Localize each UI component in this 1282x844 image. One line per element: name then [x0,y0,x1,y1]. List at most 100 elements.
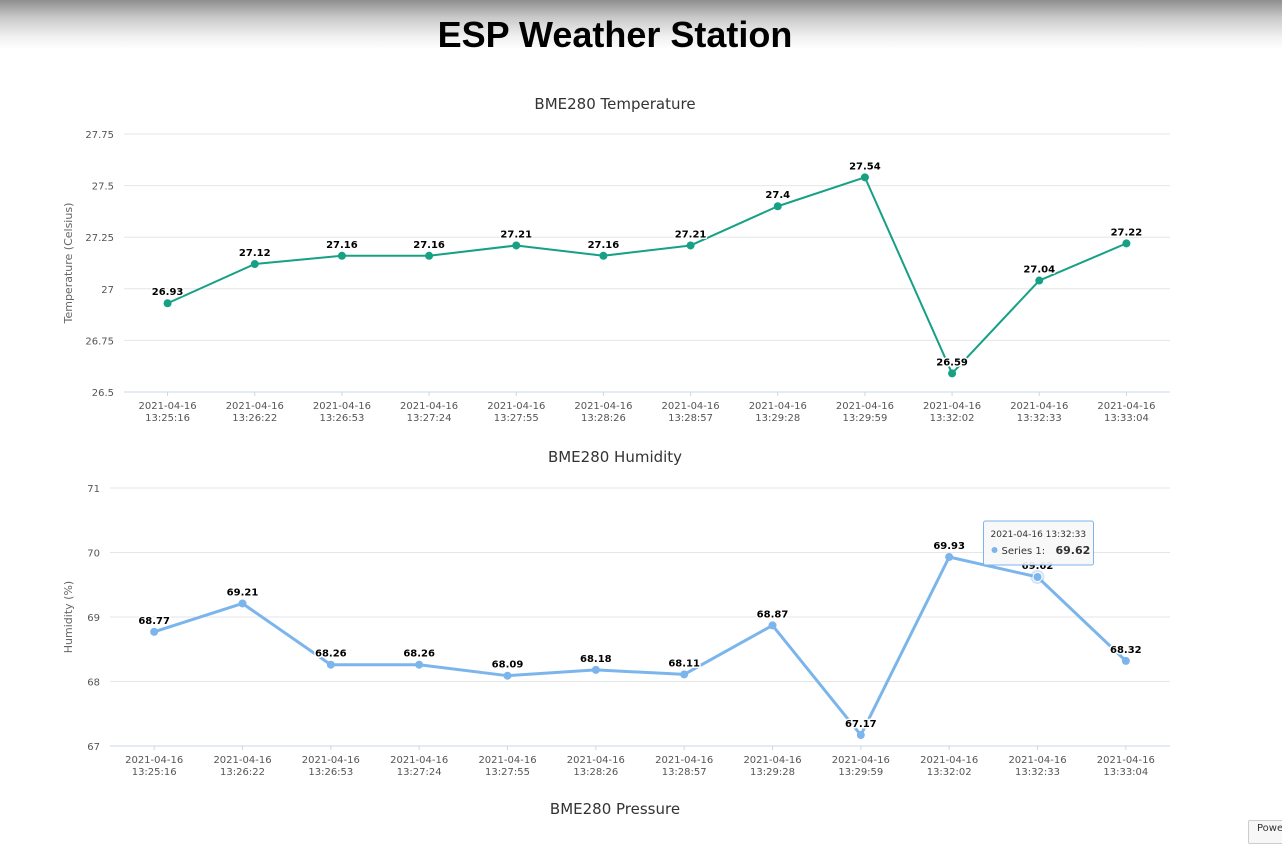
x-tick-time: 13:33:04 [1103,767,1148,778]
header-background [0,0,1282,50]
y-tick-label: 67 [87,742,100,753]
x-tick-date: 2021-04-16 [487,401,545,412]
data-point[interactable] [1035,276,1044,285]
x-tick-date: 2021-04-16 [213,755,271,766]
temperature-chart-title: BME280 Temperature [534,95,695,113]
x-tick-time: 13:27:55 [494,413,539,424]
y-tick-label: 70 [87,549,100,560]
hovered-point[interactable] [1032,572,1043,583]
data-label: 27.16 [588,240,620,251]
x-tick-date: 2021-04-16 [662,401,720,412]
data-label: 67.17 [845,719,877,730]
data-point[interactable] [686,241,695,250]
data-point[interactable] [1122,239,1131,248]
data-point[interactable] [591,665,600,674]
data-label: 27.54 [849,161,881,172]
x-tick-date: 2021-04-16 [478,755,536,766]
x-tick-date: 2021-04-16 [226,401,284,412]
x-tick-time: 13:33:04 [1104,413,1149,424]
y-tick-label: 71 [87,484,100,495]
y-axis-title: Temperature (Celsius) [62,203,75,325]
y-tick-label: 27.5 [92,182,114,193]
y-tick-label: 26.75 [85,336,114,347]
x-tick-date: 2021-04-16 [836,401,894,412]
data-point[interactable] [425,251,434,260]
data-point[interactable] [150,627,159,636]
data-point[interactable] [768,621,777,630]
x-tick-time: 13:28:26 [573,767,618,778]
data-point[interactable] [512,241,521,250]
series-line [167,176,1127,375]
data-point[interactable] [503,671,512,680]
y-tick-label: 26.5 [92,388,114,399]
data-point[interactable] [238,599,247,608]
x-tick-date: 2021-04-16 [655,755,713,766]
x-tick-time: 13:29:59 [842,413,887,424]
data-point[interactable] [945,553,954,562]
data-point[interactable] [599,251,608,260]
x-tick-time: 13:25:16 [132,767,177,778]
data-label: 26.93 [152,287,184,298]
data-label: 68.87 [757,609,789,620]
x-tick-date: 2021-04-16 [923,401,981,412]
data-label: 69.21 [227,587,259,598]
x-tick-date: 2021-04-16 [313,401,371,412]
tooltip-series-label: Series 1: [1002,546,1046,557]
tooltip-header: 2021-04-16 13:32:33 [991,530,1087,540]
data-label: 27.16 [413,240,445,251]
humidity-chart-svg: BME280 Humidity 67 68 69 70 71 Humidity (%) 20… [62,448,1170,778]
data-label: 68.18 [580,654,612,665]
x-tick-date: 2021-04-16 [749,401,807,412]
x-tick-date: 2021-04-16 [743,755,801,766]
y-tick-label: 68 [87,678,100,689]
data-label: 68.09 [492,660,524,671]
data-point[interactable] [1121,656,1130,665]
x-tick-time: 13:26:22 [220,767,265,778]
data-point[interactable] [337,251,346,260]
data-label: 27.21 [500,229,532,240]
humidity-chart-title: BME280 Humidity [548,448,682,466]
x-tick-date: 2021-04-16 [1010,401,1068,412]
x-tick-time: 13:26:53 [308,767,353,778]
tooltip-value: 69.62 [1056,544,1091,557]
data-point[interactable] [250,260,259,269]
data-label: 27.04 [1023,265,1055,276]
data-label: 27.4 [765,190,790,201]
data-label: 68.26 [403,649,435,660]
x-tick-date: 2021-04-16 [139,401,197,412]
x-tick-date: 2021-04-16 [400,401,458,412]
x-tick-date: 2021-04-16 [920,755,978,766]
x-tick-time: 13:32:02 [930,413,975,424]
data-point[interactable] [680,670,689,679]
data-point[interactable] [326,660,335,669]
data-point[interactable] [415,660,424,669]
humidity-chart: BME280 Humidity 67 68 69 70 71 Humidity (%) 20… [0,440,1230,785]
x-tick-time: 13:28:57 [662,767,707,778]
x-tick-date: 2021-04-16 [574,401,632,412]
x-tick-time: 13:27:24 [407,413,452,424]
x-tick-time: 13:29:28 [750,767,795,778]
x-tick-time: 13:28:57 [668,413,713,424]
data-point[interactable] [860,173,869,182]
x-tick-time: 13:32:02 [927,767,972,778]
x-tick-time: 13:32:33 [1015,767,1060,778]
data-point[interactable] [948,369,957,378]
x-tick-time: 13:29:28 [755,413,800,424]
powered-by-button[interactable]: Powe [1248,820,1282,844]
data-label: 68.26 [315,649,347,660]
data-point[interactable] [163,299,172,308]
x-tick-time: 13:29:59 [838,767,883,778]
x-tick-time: 13:27:24 [397,767,442,778]
data-label: 27.12 [239,248,271,259]
y-tick-label: 27.75 [85,130,114,141]
data-label: 68.32 [1110,645,1142,656]
data-point[interactable] [773,202,782,211]
x-tick-time: 13:28:26 [581,413,626,424]
series-line [153,555,1127,737]
x-tick-date: 2021-04-16 [567,755,625,766]
x-tick-time: 13:32:33 [1017,413,1062,424]
y-tick-label: 27.25 [85,233,114,244]
x-tick-date: 2021-04-16 [1097,401,1155,412]
data-point[interactable] [856,731,865,740]
y-tick-label: 69 [87,613,100,624]
